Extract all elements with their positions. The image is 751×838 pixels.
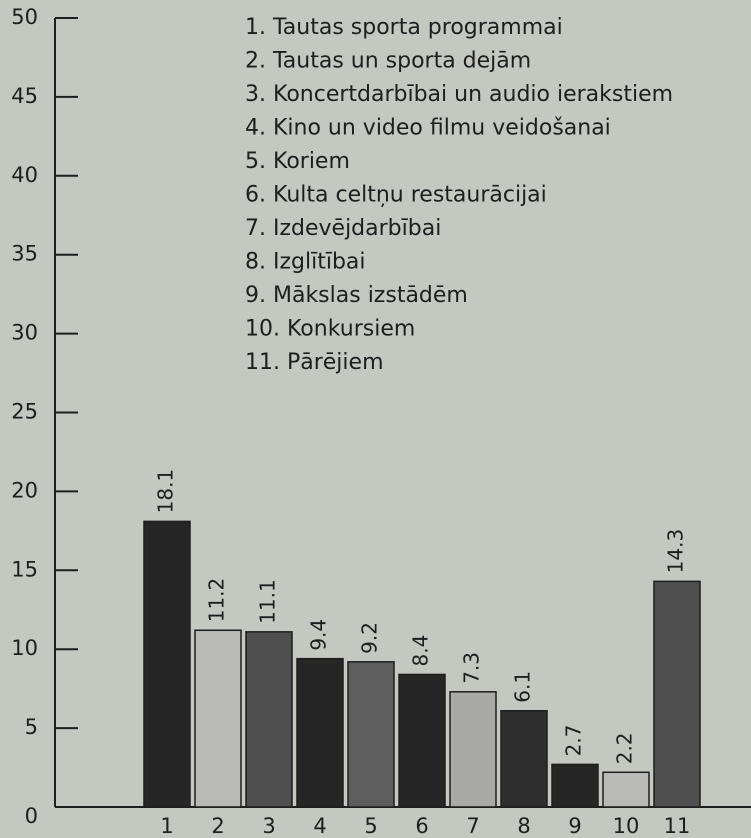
data-label: 2.7 [562, 725, 586, 757]
legend-entry: 3. Koncertdarbībai un audio ierakstiem [245, 82, 673, 107]
bar [398, 673, 446, 808]
data-label: 18.1 [154, 469, 178, 514]
y-tick-label: 15 [11, 557, 38, 581]
y-tick-label: 10 [11, 636, 38, 660]
bar [551, 763, 599, 808]
y-tick-label: 45 [11, 84, 38, 108]
data-label: 7.3 [460, 652, 484, 684]
bar [245, 631, 293, 808]
bar [449, 691, 497, 808]
data-label: 14.3 [664, 529, 688, 574]
y-tick-label: 25 [11, 400, 38, 424]
x-tick-label: 8 [517, 814, 530, 838]
bar [500, 709, 548, 808]
x-tick-label: 2 [211, 814, 224, 838]
x-tick-label: 7 [466, 814, 479, 838]
y-tick-label: 50 [11, 5, 38, 29]
x-tick-label: 6 [415, 814, 428, 838]
x-tick-label: 1 [160, 814, 173, 838]
bar [296, 657, 344, 808]
legend-entry: 11. Pārējiem [245, 350, 384, 375]
bar [143, 520, 191, 808]
data-label: 9.4 [307, 619, 331, 651]
legend-entry: 1. Tautas sporta programmai [245, 15, 563, 40]
legend-entry: 7. Izdevējdarbībai [245, 216, 441, 241]
data-label: 6.1 [511, 671, 535, 703]
legend-entry: 9. Mākslas izstādēm [245, 283, 468, 308]
x-tick-label: 3 [262, 814, 275, 838]
legend-entry: 6. Kulta celtņu restaurācijai [245, 183, 547, 208]
y-tick-label: 20 [11, 478, 38, 502]
legend-entry: 5. Koriem [245, 149, 350, 174]
x-tick-label: 5 [364, 814, 377, 838]
bar [347, 661, 395, 808]
legend-entry: 4. Kino un video filmu veidošanai [245, 116, 611, 141]
y-tick-label: 30 [11, 321, 38, 345]
x-tick-label: 10 [613, 814, 640, 838]
bar [653, 580, 701, 808]
legend-entry: 2. Tautas un sporta dejām [245, 49, 531, 74]
y-tick-label: 5 [25, 715, 38, 739]
x-tick-label: 4 [313, 814, 326, 838]
bar [602, 771, 650, 808]
data-label: 2.2 [613, 732, 637, 764]
data-label: 11.1 [256, 579, 280, 624]
legend-entry: 10. Konkursiem [245, 317, 415, 342]
x-tick-label: 9 [568, 814, 581, 838]
bar [194, 629, 242, 808]
x-tick-label: 11 [664, 814, 691, 838]
y-tick-label: 40 [11, 163, 38, 187]
y-tick-label: 0 [25, 804, 38, 828]
data-label: 9.2 [358, 622, 382, 654]
data-label: 8.4 [409, 635, 433, 667]
legend-entry: 8. Izglītībai [245, 250, 366, 275]
data-label: 11.2 [205, 578, 229, 623]
y-tick-label: 35 [11, 242, 38, 266]
